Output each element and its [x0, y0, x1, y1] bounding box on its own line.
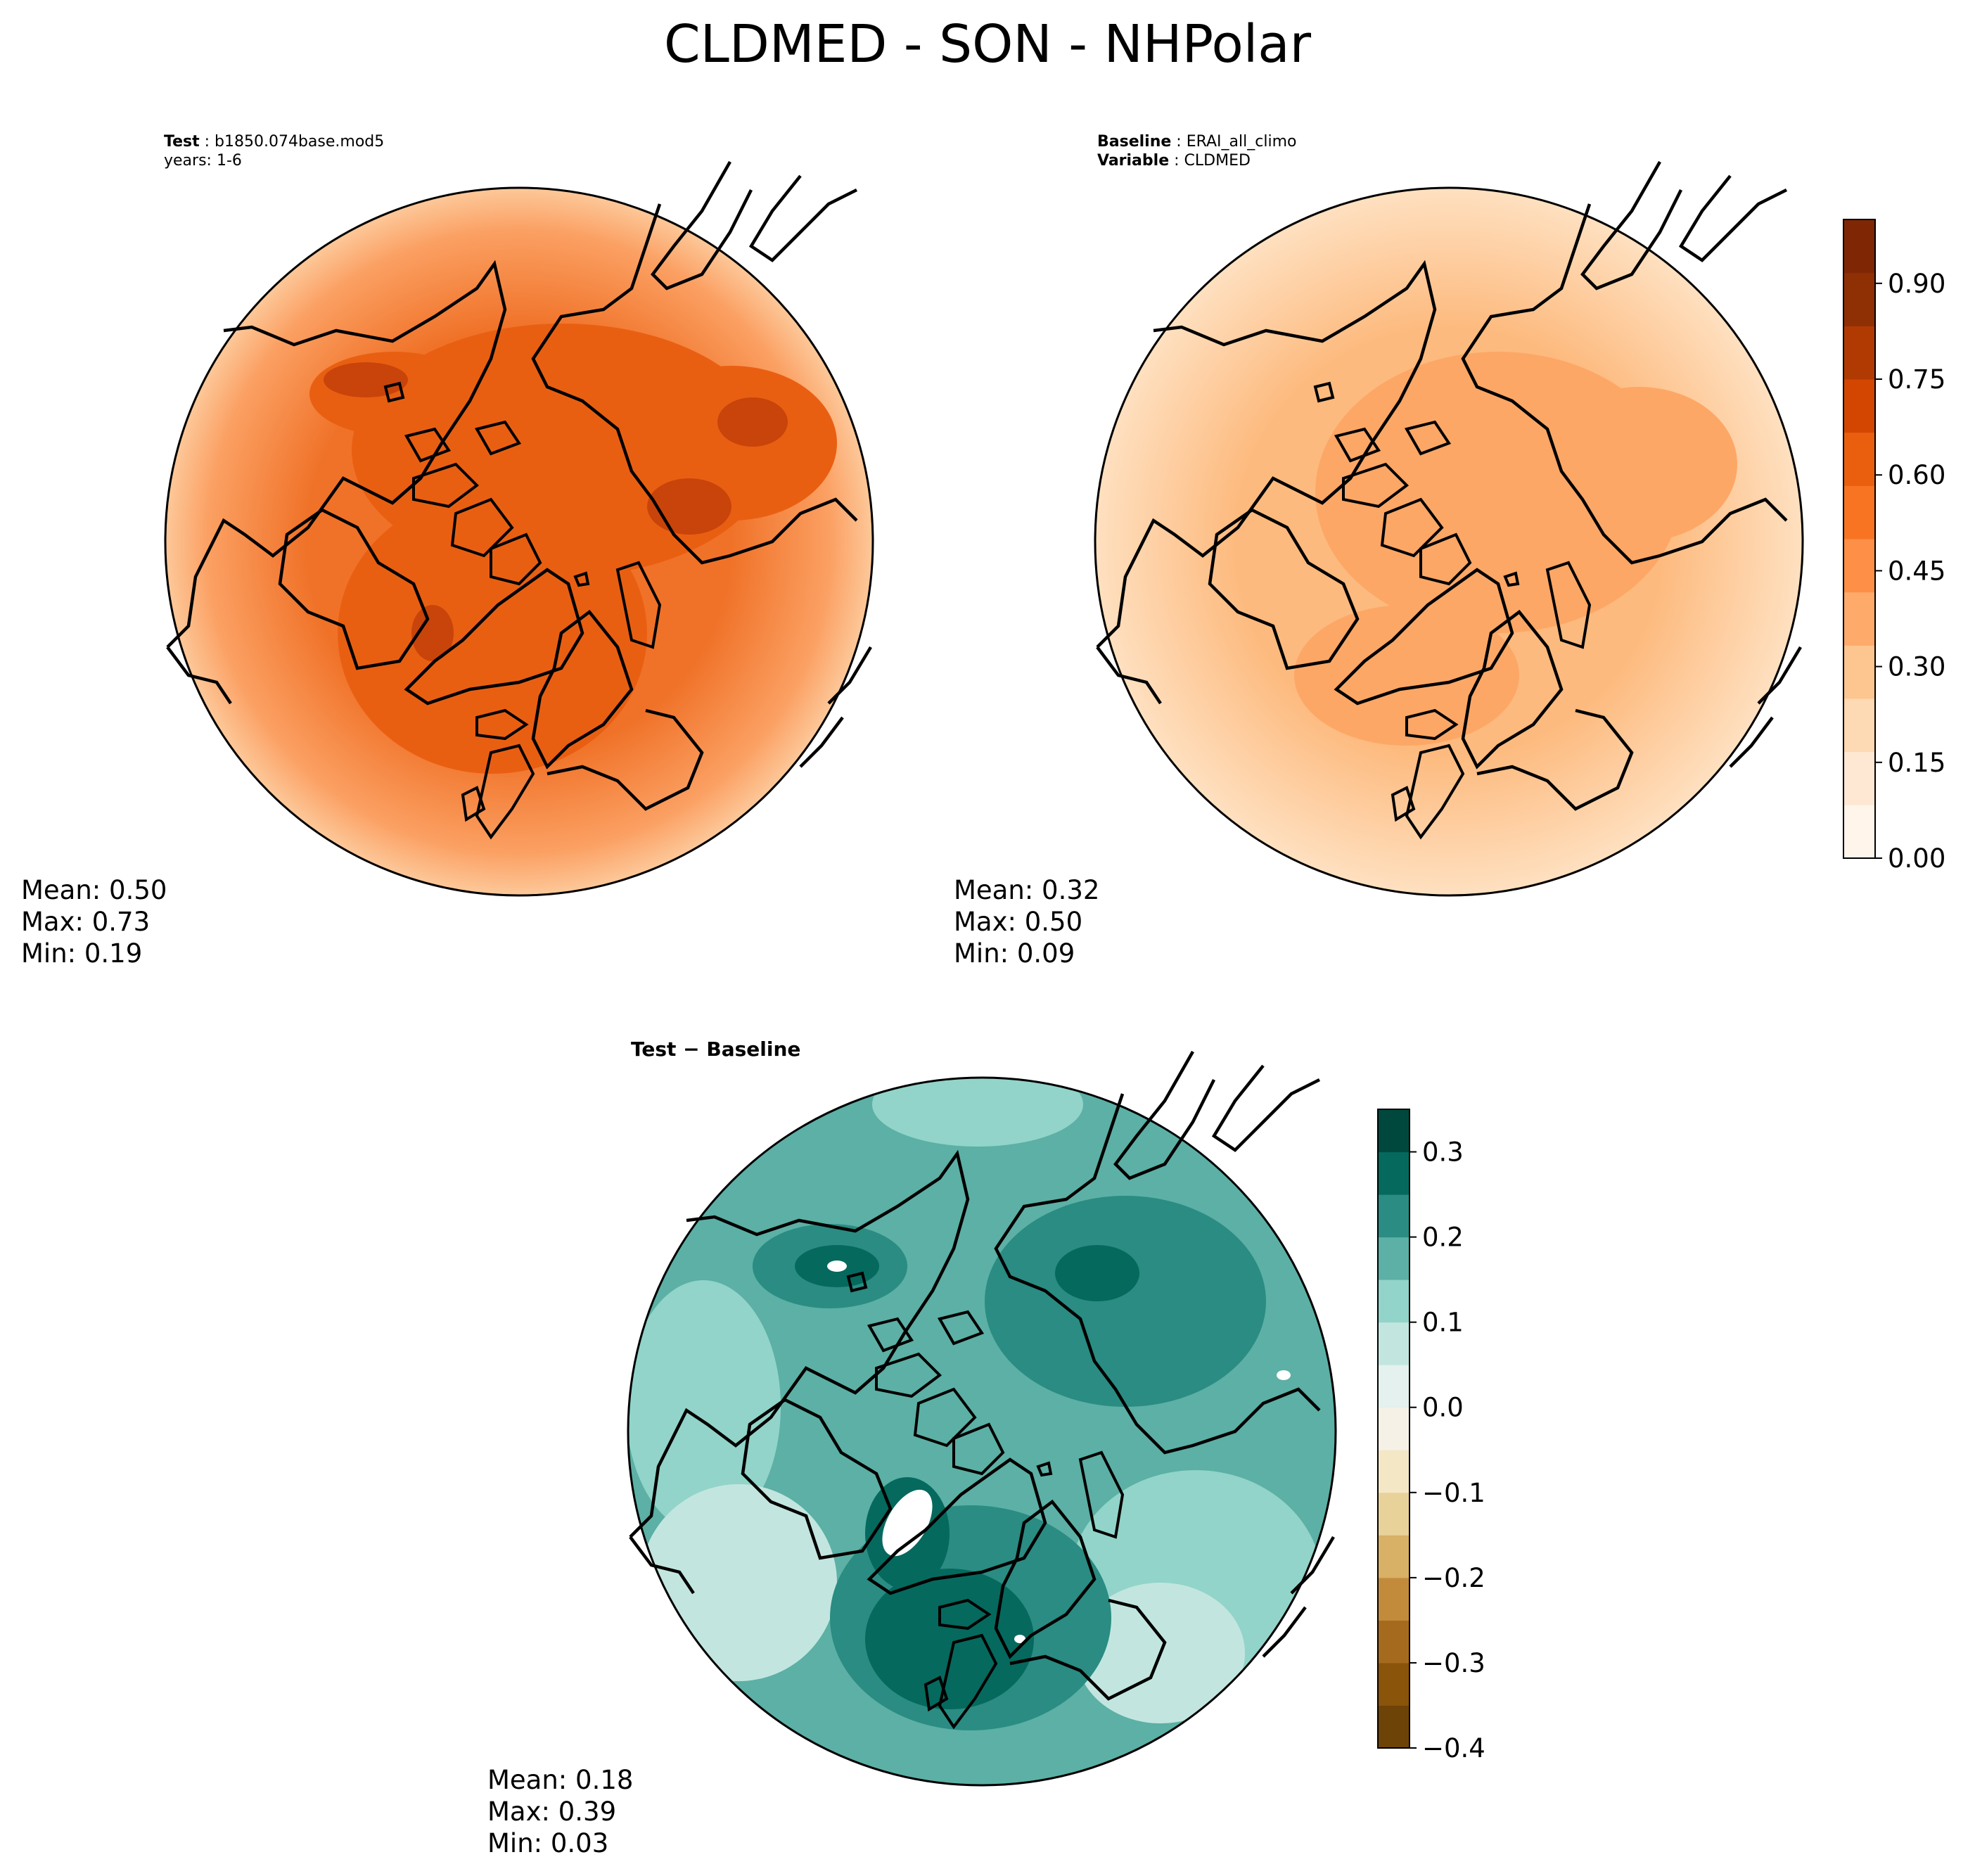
baseline-case-name: ERAI_all_climo [1186, 133, 1297, 151]
top-colorbar-block [1843, 272, 1875, 326]
test-stats: Mean: 0.50 Max: 0.73 Min: 0.19 [21, 874, 167, 969]
diff-colorbar-block [1378, 1109, 1410, 1153]
top-colorbar-tick-label: 0.15 [1888, 748, 1945, 778]
diff-map-border [627, 1076, 1337, 1787]
top-colorbar-block [1843, 539, 1875, 593]
diff-max-spot [882, 1489, 933, 1557]
diff-map [627, 1052, 1337, 1787]
diff-colorbar-block [1378, 1705, 1410, 1749]
top-colorbar-block [1843, 219, 1875, 274]
diff-colorbar-tick-label: −0.2 [1422, 1563, 1485, 1593]
diff-stats: Mean: 0.18 Max: 0.39 Min: 0.03 [487, 1764, 633, 1859]
diff-zone-mid [985, 1196, 1266, 1407]
baseline-mean: Mean: 0.32 [954, 875, 1100, 905]
diff-colorbar-block [1378, 1322, 1410, 1365]
top-colorbar-block [1843, 592, 1875, 646]
baseline-min: Min: 0.09 [954, 938, 1075, 969]
top-colorbar-tick-label: 0.90 [1888, 269, 1945, 299]
diff-colorbar-tick-label: −0.4 [1422, 1733, 1485, 1763]
baseline-caption: Baseline : ERAI_all_climo Variable : CLD… [1097, 133, 1297, 170]
variable-label: Variable [1097, 152, 1170, 170]
diff-colorbar-block [1378, 1492, 1410, 1536]
test-mean: Mean: 0.50 [21, 875, 167, 905]
test-case-name: b1850.074base.mod5 [215, 133, 385, 151]
diff-colorbar-tick-label: 0.2 [1422, 1223, 1464, 1253]
top-colorbar-frame [1843, 219, 1876, 859]
top-colorbar-block [1843, 326, 1875, 380]
diff-mean: Mean: 0.18 [487, 1765, 634, 1795]
diff-colorbar-block [1378, 1535, 1410, 1578]
baseline-label: Baseline [1097, 133, 1172, 151]
diff-colorbar-block [1378, 1237, 1410, 1280]
diff-colorbar-tick-label: 0.3 [1422, 1137, 1464, 1168]
top-colorbar-tick-label: 0.00 [1888, 843, 1945, 874]
diff-title: Test − Baseline [631, 1038, 801, 1061]
diff-colorbar-block [1378, 1280, 1410, 1323]
top-colorbar: 0.00 0.15 0.30 0.45 0.60 0.75 0.90 [1843, 219, 1945, 874]
test-years: years: 1-6 [164, 152, 242, 170]
top-colorbar-block [1843, 751, 1875, 805]
diff-colorbar-block [1378, 1194, 1410, 1238]
top-colorbar-blocks [1843, 219, 1875, 859]
top-colorbar-block [1843, 698, 1875, 753]
top-colorbar-block [1843, 379, 1875, 433]
baseline-stats: Mean: 0.32 Max: 0.50 Min: 0.09 [954, 874, 1099, 969]
diff-zone-dark [865, 1569, 1034, 1709]
top-colorbar-tick-label: 0.45 [1888, 556, 1945, 586]
figure-title: CLDMED - SON - NHPolar [663, 14, 1312, 75]
diff-colorbar-ticks: 0.3 0.2 0.1 0.0 −0.1 −0.2 −0.3 −0.4 [1410, 1137, 1485, 1763]
diff-colorbar-blocks [1378, 1109, 1410, 1749]
diff-colorbar-block [1378, 1662, 1410, 1706]
diff-colorbar-block [1378, 1577, 1410, 1621]
test-map-border [164, 186, 874, 897]
baseline-map-border [1094, 186, 1804, 897]
test-min: Min: 0.19 [21, 938, 143, 969]
top-colorbar-tick-label: 0.30 [1888, 652, 1945, 682]
baseline-map [1094, 162, 1804, 897]
top-colorbar-tick-label: 0.75 [1888, 364, 1945, 395]
diff-colorbar-block [1378, 1365, 1410, 1408]
diff-colorbar-block [1378, 1450, 1410, 1493]
baseline-max: Max: 0.50 [954, 907, 1083, 937]
top-colorbar-block [1843, 432, 1875, 486]
variable-name: CLDMED [1184, 152, 1251, 170]
top-colorbar-block [1843, 805, 1875, 859]
diff-colorbar-tick-label: 0.0 [1422, 1393, 1464, 1423]
diff-min: Min: 0.03 [487, 1828, 609, 1858]
top-colorbar-block [1843, 645, 1875, 699]
diff-colorbar-tick-label: −0.1 [1422, 1478, 1485, 1508]
test-max: Max: 0.73 [21, 907, 151, 937]
diff-colorbar-tick-label: 0.1 [1422, 1308, 1464, 1338]
top-colorbar-tick-label: 0.60 [1888, 460, 1945, 490]
diff-colorbar-block [1378, 1151, 1410, 1195]
top-colorbar-ticks: 0.00 0.15 0.30 0.45 0.60 0.75 0.90 [1875, 269, 1945, 874]
diff-colorbar-block [1378, 1620, 1410, 1664]
test-caption: Test : b1850.074base.mod5 years: 1-6 [164, 133, 385, 170]
top-colorbar-block [1843, 485, 1875, 540]
diff-colorbar-block [1378, 1407, 1410, 1450]
test-zone-dark [647, 478, 731, 535]
test-map [164, 162, 874, 897]
diff-colorbar-frame [1377, 1109, 1410, 1749]
test-label: Test [164, 133, 200, 151]
diff-colorbar-tick-label: −0.3 [1422, 1648, 1485, 1678]
diff-colorbar: 0.3 0.2 0.1 0.0 −0.1 −0.2 −0.3 −0.4 [1377, 1109, 1485, 1763]
diff-max: Max: 0.39 [487, 1797, 617, 1827]
